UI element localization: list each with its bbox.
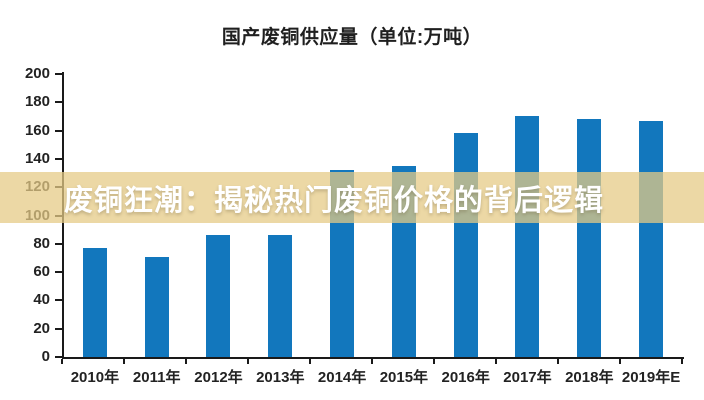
headline-band: 废铜狂潮：揭秘热门废铜价格的背后逻辑 xyxy=(0,172,704,223)
bar-slot xyxy=(249,74,311,357)
y-tick-mark xyxy=(55,327,62,330)
x-tick-label: 2012年 xyxy=(194,369,243,386)
chart-title: 国产废铜供应量（单位:万吨） xyxy=(221,27,483,48)
bar-slot xyxy=(188,74,250,357)
x-tick-label: 2017年 xyxy=(503,369,552,386)
y-tick-label: 200 xyxy=(24,65,50,82)
y-tick-mark xyxy=(55,299,62,302)
headline-text: 废铜狂潮：揭秘热门废铜价格的背后逻辑 xyxy=(64,184,605,217)
bar-slot xyxy=(435,74,497,357)
x-tick-mark xyxy=(619,359,621,364)
x-tick-label: 2019年E xyxy=(621,369,681,386)
x-tick-mark xyxy=(557,359,559,364)
x-tick-mark xyxy=(185,359,187,364)
y-tick-label: 160 xyxy=(24,121,50,139)
x-tick-mark xyxy=(309,359,311,364)
y-tick-mark xyxy=(55,242,62,245)
bar xyxy=(577,119,602,357)
y-tick-label: 40 xyxy=(33,291,50,309)
y-tick-mark xyxy=(55,129,62,132)
x-tick-label: 2014年 xyxy=(317,369,367,386)
y-tick-label: 80 xyxy=(33,234,50,252)
y-tick-mark xyxy=(55,157,62,160)
x-tick-mark xyxy=(371,359,373,364)
bars-container xyxy=(64,74,682,357)
bar-slot xyxy=(497,74,559,357)
bar xyxy=(453,133,478,357)
y-tick-mark xyxy=(55,356,62,358)
y-tick-mark xyxy=(55,101,62,104)
y-tick-mark xyxy=(55,271,62,274)
x-tick-label: 2010年 xyxy=(70,369,120,386)
x-axis-labels: 2010年 2011年 2012年 2013年 2014年 2015年 2016年 2017年… xyxy=(64,366,682,387)
y-tick-label: 60 xyxy=(33,263,50,281)
bar-slot xyxy=(64,74,126,357)
y-tick-label: 180 xyxy=(24,93,50,111)
x-tick-mark xyxy=(247,359,249,364)
x-tick-mark xyxy=(495,359,497,364)
bar-slot xyxy=(558,74,620,357)
bar-slot xyxy=(126,74,188,357)
y-tick-label: 0 xyxy=(41,348,50,365)
bar xyxy=(144,256,169,357)
bar-slot xyxy=(620,74,682,357)
x-axis-ticks xyxy=(61,359,683,365)
y-tick-label: 140 xyxy=(24,149,50,167)
x-tick-mark xyxy=(61,359,63,364)
x-tick-label: 2016年 xyxy=(441,369,490,386)
x-tick-label: 2013年 xyxy=(256,369,305,386)
y-tick-mark xyxy=(55,73,62,75)
x-tick-label: 2011年 xyxy=(132,369,181,386)
y-tick-label: 20 xyxy=(33,319,50,337)
x-tick-mark xyxy=(681,359,683,364)
x-tick-mark xyxy=(433,359,435,364)
x-tick-label: 2018年 xyxy=(565,369,614,386)
bar xyxy=(268,235,293,357)
x-axis xyxy=(62,357,684,359)
bar xyxy=(515,116,540,357)
bar xyxy=(639,120,664,357)
x-tick-label: 2015年 xyxy=(379,369,429,386)
bar xyxy=(82,248,107,357)
bar xyxy=(206,235,231,357)
x-tick-mark xyxy=(123,359,125,364)
